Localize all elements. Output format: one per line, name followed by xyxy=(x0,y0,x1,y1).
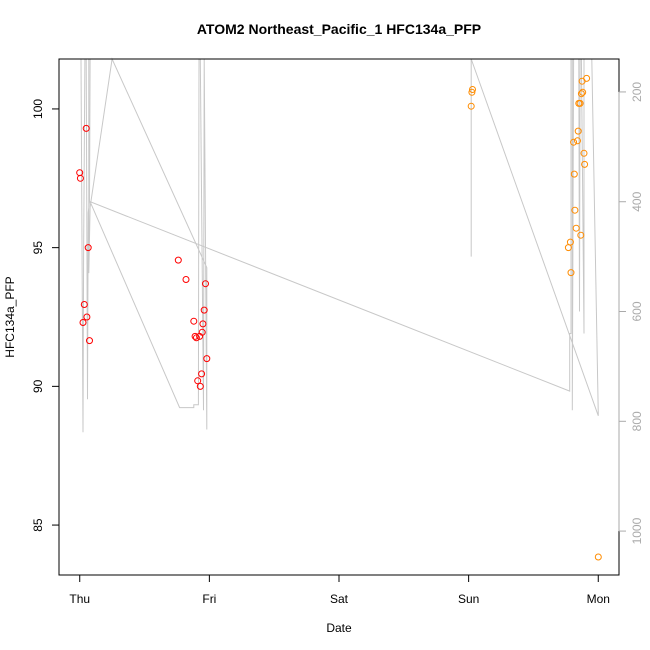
secondary-series-line xyxy=(80,57,599,433)
data-point xyxy=(86,337,93,345)
data-point xyxy=(79,319,87,326)
x-tick-label: Mon xyxy=(587,592,610,606)
data-point xyxy=(194,377,202,385)
y-tick-label: 90 xyxy=(31,379,45,393)
data-point xyxy=(202,280,209,288)
data-point xyxy=(570,138,578,146)
data-point xyxy=(580,149,588,157)
x-tick-label: Fri xyxy=(202,592,216,606)
data-point xyxy=(191,332,199,340)
data-point xyxy=(182,276,190,283)
data-point xyxy=(190,317,198,325)
data-point xyxy=(577,90,585,98)
data-point xyxy=(579,88,587,96)
y2-tick-label: 200 xyxy=(630,82,644,102)
data-point xyxy=(192,334,200,342)
data-point xyxy=(200,306,208,314)
y-tick-label: 100 xyxy=(31,99,45,119)
data-point xyxy=(576,99,584,107)
x-tick-label: Thu xyxy=(69,592,90,606)
y2-tick-label: 600 xyxy=(630,301,644,321)
y-tick-label: 95 xyxy=(31,241,45,255)
chart-title: ATOM2 Northeast_Pacific_1 HFC134a_PFP xyxy=(197,21,481,37)
data-point xyxy=(203,355,211,363)
data-point xyxy=(199,320,207,328)
y2-tick-label: 800 xyxy=(630,411,644,431)
data-point xyxy=(583,74,591,82)
data-point xyxy=(84,244,92,252)
data-point xyxy=(594,553,602,561)
x-axis-label: Date xyxy=(326,621,352,635)
y-tick-label: 85 xyxy=(31,518,45,532)
x-tick-label: Sun xyxy=(458,592,479,606)
data-point xyxy=(467,102,475,110)
data-point xyxy=(574,137,581,145)
data-point xyxy=(174,256,182,264)
data-point xyxy=(571,206,579,214)
data-point xyxy=(82,124,90,132)
data-point xyxy=(83,313,91,321)
data-point xyxy=(468,88,476,96)
data-point xyxy=(572,224,580,232)
data-point xyxy=(570,170,578,178)
data-point xyxy=(198,328,206,336)
y2-tick-label: 400 xyxy=(630,191,644,211)
data-point xyxy=(196,382,204,390)
axes-layer: Thu Fri Sat Sun Mon 85 90 95 100 200 400 600 800 1000 xyxy=(31,82,644,606)
points-layer xyxy=(76,74,602,561)
secondary-layer xyxy=(80,57,599,433)
y2-tick-label: 1000 xyxy=(630,517,644,544)
y-axis-label: HFC134a_PFP xyxy=(3,276,17,357)
data-point xyxy=(567,269,575,277)
data-point xyxy=(577,231,585,239)
data-point xyxy=(198,370,206,378)
data-point xyxy=(581,160,589,168)
data-point xyxy=(566,238,574,246)
x-tick-label: Sat xyxy=(330,592,349,606)
data-point xyxy=(80,301,88,308)
data-point xyxy=(76,174,84,182)
plot-frame xyxy=(58,58,620,576)
data-point xyxy=(469,86,476,93)
data-point xyxy=(574,127,582,135)
